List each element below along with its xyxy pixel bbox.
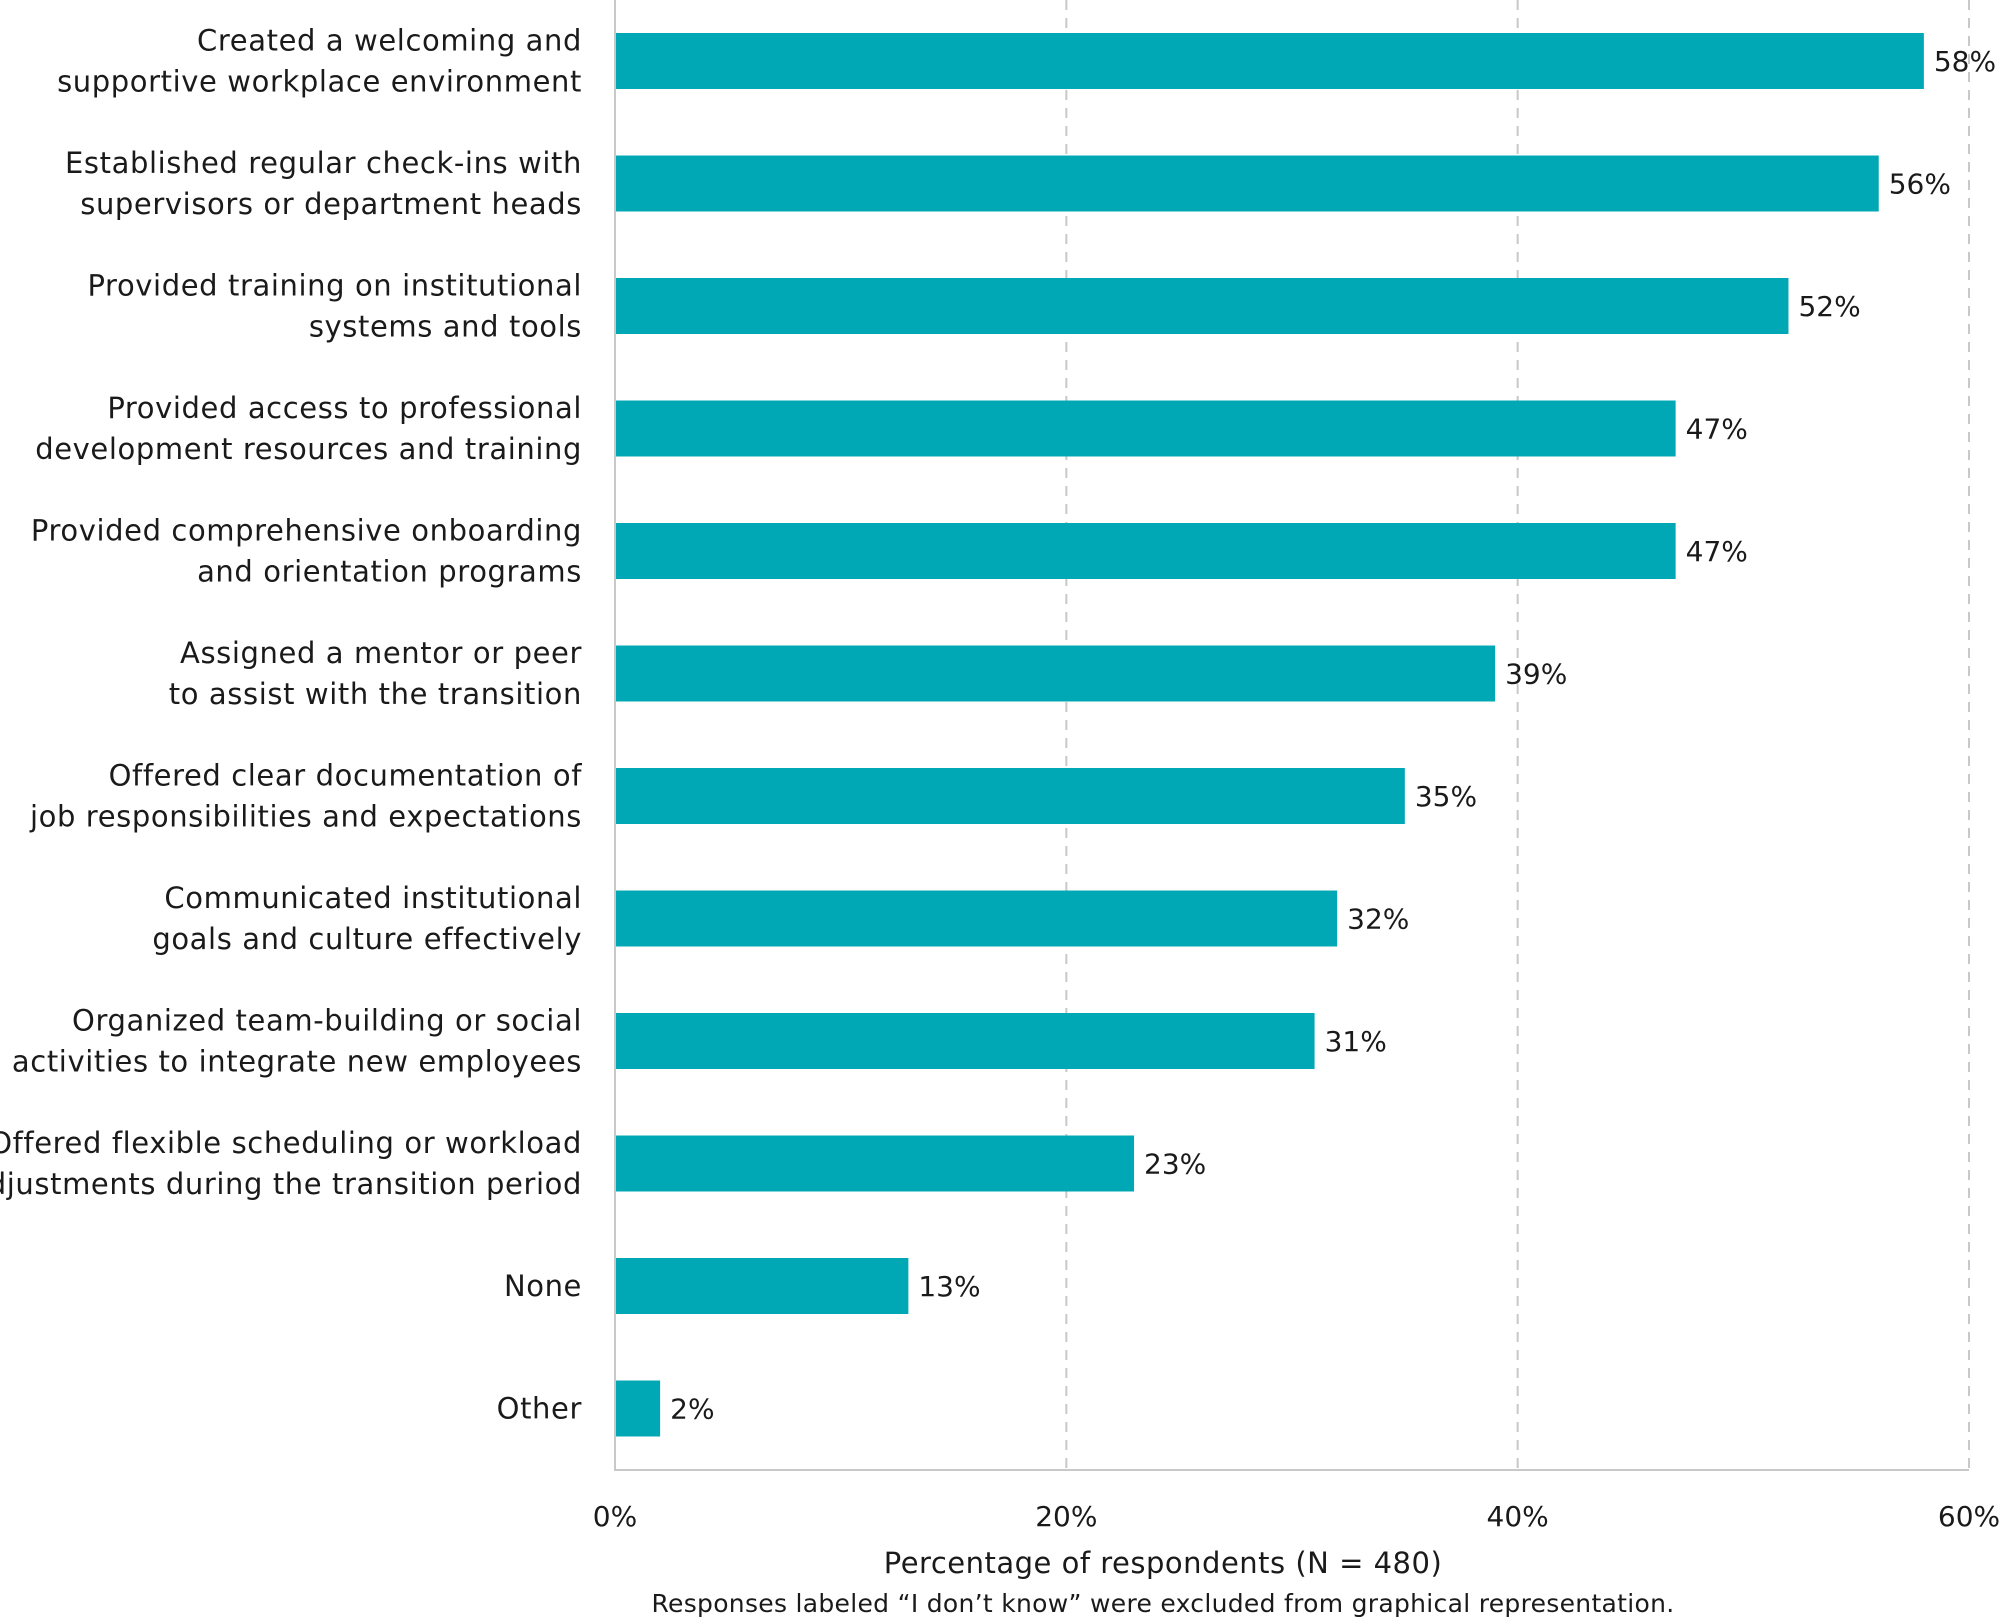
bars (616, 33, 1924, 1437)
data-label: 47% (1686, 413, 1748, 446)
category-label: Assigned a mentor or peer to assist with … (169, 636, 582, 711)
category-label: Other (497, 1392, 582, 1426)
x-tick-label: 60% (1938, 1500, 2000, 1533)
bar (616, 645, 1496, 702)
x-tick-label: 40% (1487, 1500, 1549, 1533)
bar (616, 1258, 909, 1314)
data-label: 32% (1347, 903, 1409, 936)
category-label: Provided comprehensive onboarding and ori… (31, 514, 582, 589)
bar (616, 278, 1789, 334)
bar (616, 1013, 1315, 1069)
data-label: 13% (918, 1270, 980, 1303)
bar (616, 1380, 661, 1437)
bar (616, 890, 1338, 947)
category-label: Communicated institutional goals and cult… (152, 881, 582, 956)
x-tick-label: 20% (1035, 1500, 1097, 1533)
value-labels: 58% 56% 52% 47% 47% 39% 35% 32% 31% 23% 13% 2% (670, 45, 1996, 1426)
bar (616, 33, 1924, 89)
category-labels: Created a welcoming and supportive workpl… (0, 24, 582, 1426)
x-tick-labels: 0% 20% 40% 60% (593, 1500, 2000, 1533)
bar (616, 523, 1676, 579)
gridlines (614, 0, 1970, 1471)
x-axis-title: Percentage of respondents (N = 480) (884, 1546, 1443, 1580)
data-label: 56% (1889, 168, 1951, 201)
category-label: Established regular check-ins with superv… (65, 146, 582, 221)
data-label: 2% (670, 1393, 714, 1426)
category-label: Offered clear documentation of job respon… (29, 759, 582, 834)
category-label: None (504, 1269, 582, 1303)
data-label: 39% (1505, 658, 1567, 691)
data-label: 58% (1934, 45, 1996, 78)
data-label: 35% (1415, 780, 1477, 813)
bar (616, 1135, 1135, 1192)
bar (616, 768, 1405, 824)
bar (616, 155, 1879, 212)
category-label: Provided access to professional developme… (35, 391, 582, 466)
data-label: 23% (1144, 1148, 1206, 1181)
bar (616, 400, 1676, 457)
data-label: 47% (1686, 535, 1748, 568)
category-label: Organized team-building or social activit… (12, 1004, 582, 1079)
chart-footnote: Responses labeled “I don’t know” were ex… (651, 1589, 1674, 1618)
category-label: Created a welcoming and supportive workpl… (57, 24, 582, 99)
category-label: Provided training on institutional system… (87, 269, 582, 344)
data-label: 31% (1325, 1025, 1387, 1058)
x-tick-label: 0% (593, 1500, 637, 1533)
category-label: Offered flexible scheduling or workload a… (0, 1126, 582, 1201)
data-label: 52% (1798, 290, 1860, 323)
